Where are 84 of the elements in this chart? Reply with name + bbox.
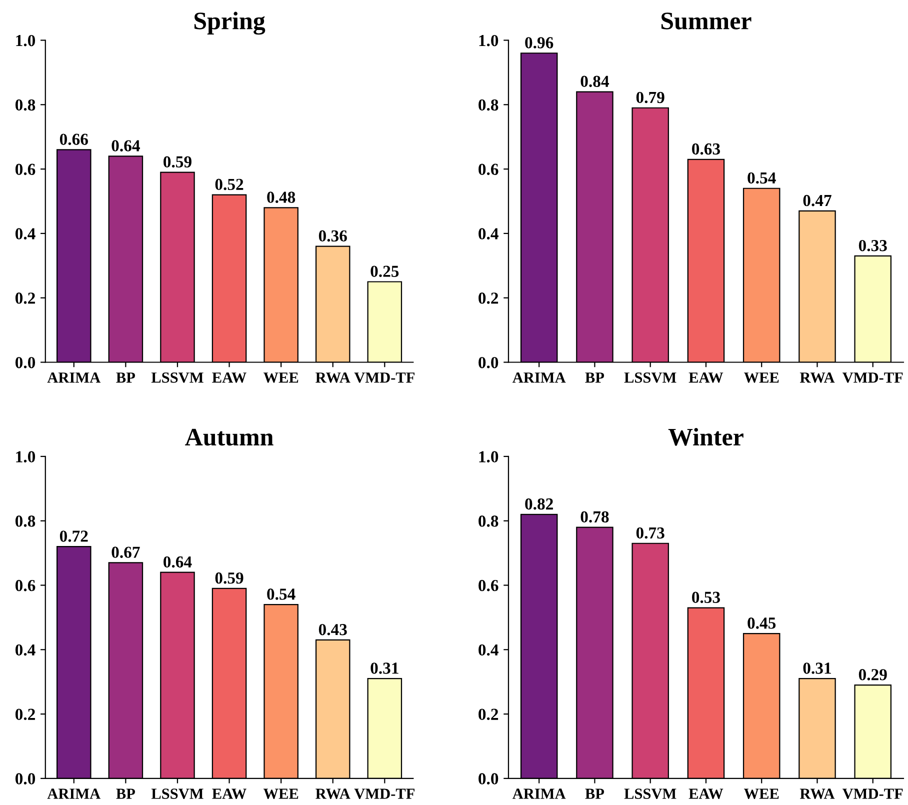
x-tick-label: EAW [688,372,724,383]
data-label: 0.59 [215,572,244,584]
data-label: 0.48 [267,192,296,203]
chart-title: Summer [661,12,752,30]
x-tick-label: EAW [212,788,246,799]
data-label: 0.47 [803,194,832,206]
x-tick-label: ARIMA [512,788,566,799]
y-tick-label: 0.4 [478,644,498,656]
y-tick-label: 0.8 [478,99,498,111]
x-tick-label: BP [585,372,604,383]
data-label: 0.52 [215,178,244,190]
x-tick-label: WEE [744,788,779,799]
x-tick-label: LSSVM [151,788,204,799]
x-tick-label: BP [116,788,136,799]
x-tick-label: ARIMA [512,372,566,383]
data-label: 0.54 [748,172,776,184]
y-tick-label: 0.0 [15,773,36,784]
data-label: 0.84 [580,76,609,88]
x-tick-label: RWA [316,372,350,383]
x-tick-label: ARIMA [47,788,101,799]
y-tick-label: 1.0 [479,34,498,46]
y-tick-label: 0.2 [478,708,498,720]
y-tick-label: 0.2 [478,292,498,304]
data-label: 0.67 [112,546,140,558]
y-tick-label: 0.4 [15,228,36,240]
data-label: 0.25 [370,266,399,278]
y-tick-label: 0.2 [15,292,35,304]
y-tick-label: 0.8 [478,516,498,527]
x-tick-label: VMD-TF [354,788,414,799]
chart-title: Spring [194,12,266,35]
chart-title: Autumn [185,428,274,446]
data-label: 0.64 [112,140,140,152]
y-tick-label: 1.0 [16,34,36,46]
data-label: 0.53 [692,592,720,604]
x-tick-label: WEE [263,788,298,799]
y-tick-label: 0.0 [478,356,498,368]
data-label: 0.54 [267,588,296,600]
y-tick-label: 0.6 [478,164,498,176]
data-label: 0.79 [636,92,664,104]
x-tick-label: RWA [800,372,835,383]
data-label: 0.36 [318,230,347,242]
data-label: 0.45 [748,618,776,629]
data-label: 0.59 [164,156,192,168]
y-tick-label: 0.8 [15,99,36,111]
y-tick-label: 0.4 [15,644,36,656]
x-tick-label: VMD-TF [354,372,414,383]
y-tick-label: 0.4 [478,228,498,240]
data-label: 0.66 [60,134,88,146]
y-tick-label: 0.8 [15,516,36,527]
x-tick-label: WEE [744,372,779,383]
x-tick-label: EAW [212,372,246,383]
y-tick-label: 0.6 [15,580,36,592]
data-label: 0.73 [636,527,664,539]
x-tick-label: LSSVM [624,372,676,383]
x-tick-label: BP [116,372,136,383]
x-tick-label: RWA [800,788,835,799]
x-tick-label: VMD-TF [842,788,903,799]
data-label: 0.33 [858,240,887,252]
x-tick-label: ARIMA [47,372,101,383]
data-label: 0.64 [164,556,192,568]
y-tick-label: 0.0 [478,773,498,784]
x-tick-label: BP [585,788,604,799]
x-tick-label: EAW [688,788,724,799]
y-tick-label: 0.2 [15,708,35,720]
x-tick-label: VMD-TF [842,372,903,383]
data-label: 0.31 [803,662,831,674]
data-label: 0.96 [525,37,554,48]
y-tick-label: 0.6 [478,580,498,592]
data-label: 0.43 [318,624,347,636]
y-tick-label: 0.6 [15,164,36,176]
x-tick-label: RWA [316,788,350,799]
data-label: 0.31 [370,662,398,674]
x-tick-label: WEE [263,372,298,383]
chart-title: Winter [668,428,744,446]
y-tick-label: 0.0 [15,356,36,368]
data-label: 0.72 [60,530,88,542]
x-tick-label: LSSVM [624,788,676,799]
data-label: 0.82 [525,498,553,510]
y-tick-label: 1.0 [479,451,498,462]
data-label: 0.29 [858,669,887,680]
x-tick-label: LSSVM [151,372,204,383]
y-tick-label: 1.0 [16,451,36,462]
data-label: 0.78 [580,511,609,523]
data-label: 0.63 [692,143,720,155]
